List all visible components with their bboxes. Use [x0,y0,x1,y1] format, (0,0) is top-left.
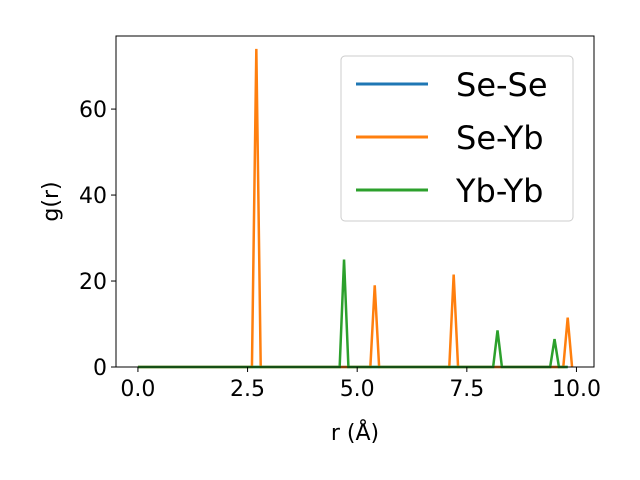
y-axis-label: g(r) [39,181,64,221]
legend-label-yb-yb: Yb-Yb [455,172,543,210]
legend-box [340,55,574,222]
legend-label-se-yb: Se-Yb [456,119,544,157]
x-tick-label: 2.5 [230,377,265,402]
legend: Se-Se Se-Yb Yb-Yb [340,55,574,222]
legend-label-se-se: Se-Se [456,66,548,104]
y-tick-label: 0 [93,356,107,381]
y-tick-label: 40 [79,184,107,209]
series-line-yb-yb [137,259,568,369]
x-tick-label: 5.0 [340,377,375,402]
plot-area-frame [115,35,595,368]
x-tick-label: 7.5 [449,377,484,402]
x-axis-label: r (Å) [331,419,379,446]
y-axis-ticks: 0 20 40 60 [79,98,116,381]
y-tick-label: 60 [79,98,107,123]
x-tick-label: 0.0 [120,377,155,402]
x-tick-label: 10.0 [552,377,601,402]
x-axis-ticks: 0.0 2.5 5.0 7.5 10.0 [120,367,601,402]
y-tick-label: 20 [79,270,107,295]
